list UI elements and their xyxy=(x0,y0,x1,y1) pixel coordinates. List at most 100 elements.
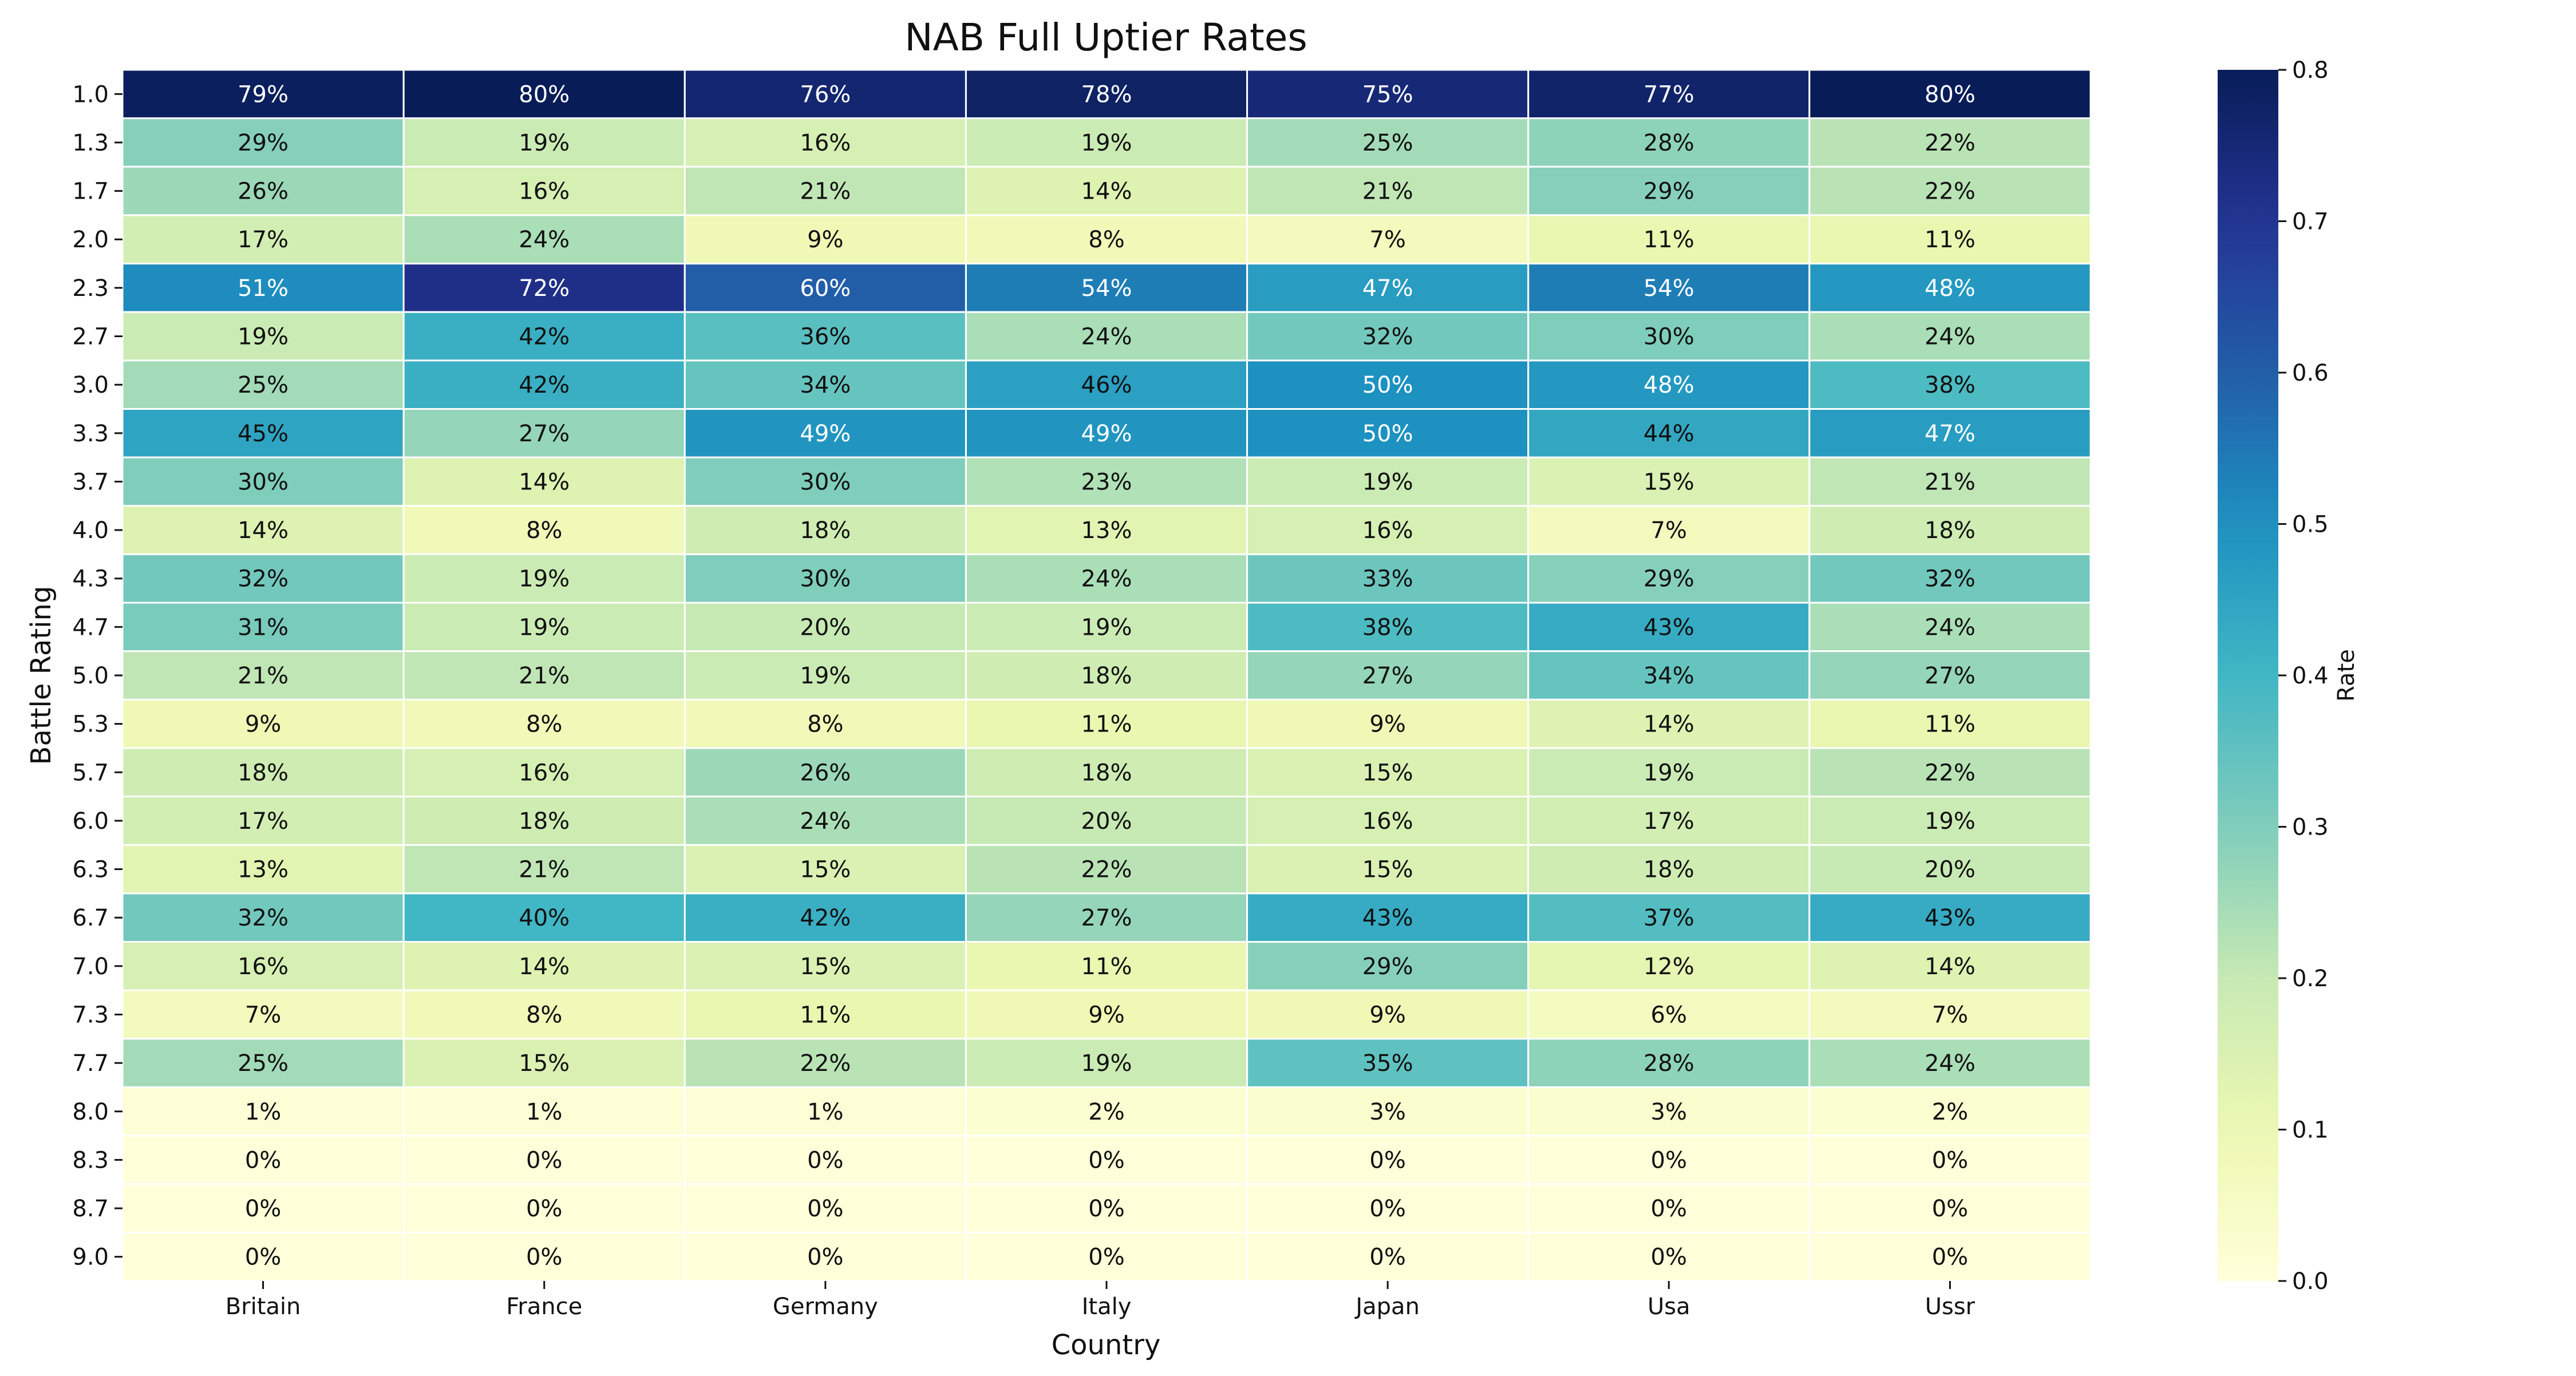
x-tick-label: Usa xyxy=(1647,1294,1690,1320)
heatmap-cell xyxy=(683,1086,967,1137)
cell-value-label: 44% xyxy=(1643,421,1694,447)
cell-value-label: 0% xyxy=(526,1147,562,1173)
cell-value-label: 26% xyxy=(238,179,289,205)
heatmap-cell xyxy=(965,505,1249,555)
cell-value-label: 25% xyxy=(238,1050,289,1077)
heatmap-cell xyxy=(965,165,1249,216)
heatmap-cell xyxy=(683,263,967,313)
heatmap-cell xyxy=(683,1038,967,1088)
cell-value-label: 18% xyxy=(1643,857,1694,883)
cell-value-label: 8% xyxy=(526,711,562,738)
x-axis-label: Country xyxy=(1052,1329,1161,1361)
cell-value-label: 22% xyxy=(1081,857,1132,883)
cell-value-label: 30% xyxy=(800,566,851,592)
heatmap-cell xyxy=(1246,456,1530,507)
x-tick-label: Germany xyxy=(773,1294,878,1320)
heatmap-cell xyxy=(1808,1231,2092,1282)
y-tick-label: 2.0 xyxy=(72,227,109,253)
cell-value-label: 32% xyxy=(1362,324,1413,350)
heatmap-cell xyxy=(1246,1038,1530,1088)
cell-value-label: 25% xyxy=(238,372,289,398)
colorbar-tick-label: 0.8 xyxy=(2292,57,2329,84)
heatmap-cell xyxy=(683,456,967,507)
y-tick-label: 2.7 xyxy=(72,324,109,350)
cell-value-label: 36% xyxy=(800,324,851,350)
heatmap-cell xyxy=(1246,892,1530,943)
cell-value-label: 3% xyxy=(1369,1099,1405,1125)
colorbar-tick-label: 0.5 xyxy=(2292,512,2329,538)
cell-value-label: 72% xyxy=(519,275,570,302)
heatmap-cell xyxy=(1246,1183,1530,1233)
cell-value-label: 21% xyxy=(1925,469,1976,495)
cell-value-label: 60% xyxy=(800,275,851,302)
heatmap-cell xyxy=(683,796,967,846)
heatmap-cell xyxy=(965,1086,1249,1137)
cell-value-label: 24% xyxy=(1081,566,1132,592)
heatmap-cell xyxy=(1246,941,1530,991)
cell-value-label: 43% xyxy=(1925,905,1976,931)
cell-value-label: 14% xyxy=(1925,954,1976,980)
cell-value-label: 15% xyxy=(1643,469,1694,495)
cell-value-label: 18% xyxy=(1081,760,1132,786)
cell-value-label: 45% xyxy=(238,421,289,447)
cell-value-label: 51% xyxy=(238,275,289,302)
cell-value-label: 19% xyxy=(1925,808,1976,835)
cell-value-label: 19% xyxy=(1081,130,1132,156)
cell-value-label: 0% xyxy=(1651,1196,1687,1222)
y-tick-label: 6.0 xyxy=(72,808,109,835)
cell-value-label: 1% xyxy=(526,1099,562,1125)
cell-value-label: 22% xyxy=(1925,760,1976,786)
heatmap-cell xyxy=(683,844,967,895)
cell-value-label: 19% xyxy=(1362,469,1413,495)
cell-value-label: 24% xyxy=(1925,1050,1976,1077)
colorbar-tick-label: 0.7 xyxy=(2292,209,2329,235)
cell-value-label: 32% xyxy=(238,566,289,592)
x-tick-label: Japan xyxy=(1354,1294,1420,1320)
cell-value-label: 28% xyxy=(1643,130,1694,156)
heatmap-cell xyxy=(121,359,405,410)
cell-value-label: 79% xyxy=(238,81,289,108)
y-tick-label: 7.7 xyxy=(72,1050,109,1077)
y-tick-label: 8.7 xyxy=(72,1196,109,1222)
cell-value-label: 18% xyxy=(800,517,851,544)
cell-value-label: 16% xyxy=(1362,808,1413,835)
heatmap-cell xyxy=(965,602,1249,653)
cell-value-label: 42% xyxy=(800,905,851,931)
heatmap-cell xyxy=(965,650,1249,701)
cell-value-label: 15% xyxy=(1362,760,1413,786)
y-tick-label: 5.3 xyxy=(72,711,109,738)
heatmap-cell xyxy=(1246,698,1530,749)
heatmap-cell xyxy=(1808,602,2092,653)
cell-value-label: 24% xyxy=(1081,324,1132,350)
heatmap-cell xyxy=(1527,505,1811,555)
colorbar-tick-label: 0.0 xyxy=(2292,1268,2329,1295)
cell-value-label: 11% xyxy=(1925,711,1976,738)
y-tick-label: 6.3 xyxy=(72,857,109,883)
cell-value-label: 19% xyxy=(1081,614,1132,640)
cell-value-label: 28% xyxy=(1643,1050,1694,1077)
chart-title: NAB Full Uptier Rates xyxy=(904,15,1307,60)
heatmap-cell xyxy=(1246,311,1530,362)
heatmap-cell xyxy=(121,263,405,313)
cell-value-label: 13% xyxy=(238,857,289,883)
heatmap-cell xyxy=(1808,1086,2092,1137)
heatmap-cell xyxy=(121,69,405,120)
cell-value-label: 54% xyxy=(1643,275,1694,302)
cell-value-label: 0% xyxy=(1088,1196,1124,1222)
heatmap-cell xyxy=(121,650,405,701)
cell-value-label: 14% xyxy=(238,517,289,544)
heatmap-cell xyxy=(1808,1183,2092,1233)
cell-value-label: 29% xyxy=(238,130,289,156)
cell-value-label: 18% xyxy=(1081,663,1132,689)
cell-value-label: 27% xyxy=(1081,905,1132,931)
cell-value-label: 54% xyxy=(1081,275,1132,302)
cell-value-label: 0% xyxy=(807,1244,843,1271)
cell-value-label: 32% xyxy=(1925,566,1976,592)
cell-value-label: 0% xyxy=(1088,1244,1124,1271)
heatmap-cell xyxy=(402,165,686,216)
cell-value-label: 15% xyxy=(800,954,851,980)
cell-value-label: 48% xyxy=(1925,275,1976,302)
heatmap-cell xyxy=(965,359,1249,410)
cell-value-label: 0% xyxy=(807,1196,843,1222)
colorbar-tick-label: 0.1 xyxy=(2292,1117,2329,1144)
